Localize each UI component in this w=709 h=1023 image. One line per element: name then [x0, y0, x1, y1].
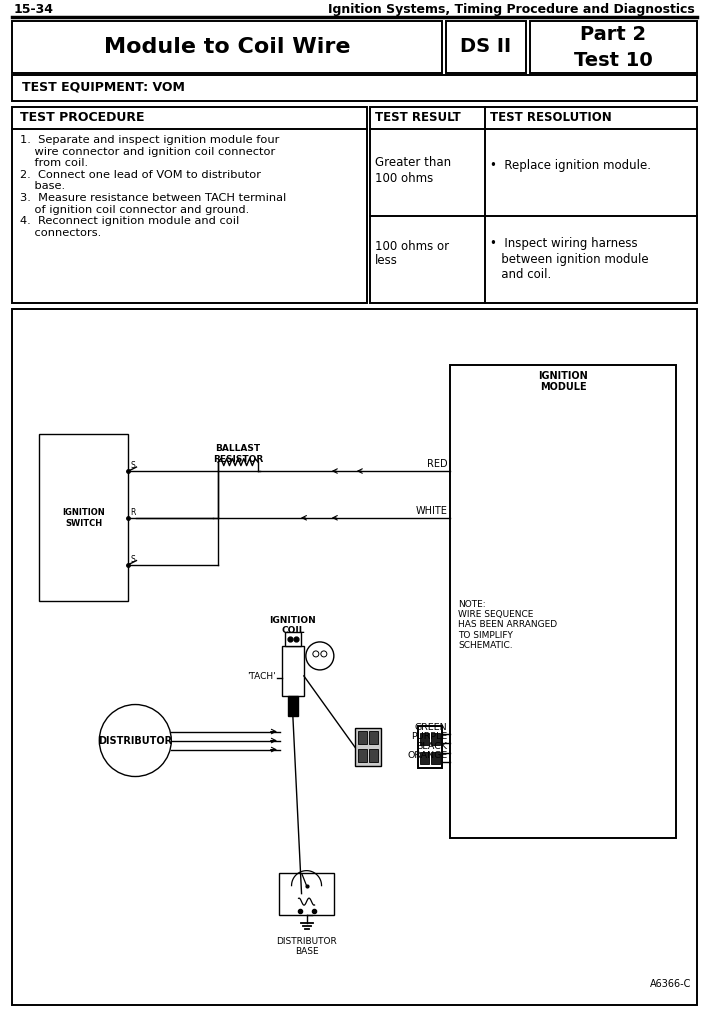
Bar: [279, 873, 334, 915]
Text: •  Inspect wiring harness
   between ignition module
   and coil.: • Inspect wiring harness between ignitio…: [490, 237, 649, 280]
Text: TEST RESULT: TEST RESULT: [375, 112, 461, 124]
Text: IGNITION
COIL: IGNITION COIL: [269, 616, 316, 635]
Circle shape: [306, 641, 334, 670]
Bar: [282, 646, 304, 696]
Text: PURPLE: PURPLE: [411, 732, 447, 742]
Bar: [420, 753, 429, 764]
Bar: [450, 364, 676, 838]
Circle shape: [99, 705, 172, 776]
Text: TEST RESOLUTION: TEST RESOLUTION: [490, 112, 612, 124]
Bar: [431, 753, 440, 764]
Text: 15-34: 15-34: [14, 3, 54, 16]
Text: ORANGE: ORANGE: [407, 751, 447, 760]
Bar: [40, 435, 128, 602]
Text: NOTE:
WIRE SEQUENCE
HAS BEEN ARRANGED
TO SIMPLIFY
SCHEMATIC.: NOTE: WIRE SEQUENCE HAS BEEN ARRANGED TO…: [459, 599, 557, 651]
Bar: [285, 632, 301, 646]
Bar: [12, 75, 697, 101]
Text: A6366-C: A6366-C: [649, 979, 691, 989]
Text: DS II: DS II: [460, 38, 512, 56]
Text: Greater than
100 ohms: Greater than 100 ohms: [375, 157, 451, 184]
Bar: [418, 726, 442, 768]
Text: GREEN: GREEN: [415, 723, 447, 732]
Text: Part 2: Part 2: [580, 25, 646, 44]
Text: 1.  Separate and inspect ignition module four
    wire connector and ignition co: 1. Separate and inspect ignition module …: [20, 135, 286, 237]
Bar: [358, 750, 367, 762]
Bar: [370, 107, 697, 303]
Bar: [358, 731, 367, 745]
Circle shape: [321, 651, 327, 657]
Bar: [369, 731, 378, 745]
Text: 'TACH': 'TACH': [247, 672, 276, 681]
Bar: [420, 733, 429, 746]
Text: 100 ohms or
less: 100 ohms or less: [375, 239, 449, 267]
Text: BLACK: BLACK: [416, 742, 447, 751]
Bar: [530, 21, 697, 73]
Text: R: R: [130, 507, 136, 517]
Text: •  Replace ignition module.: • Replace ignition module.: [490, 160, 651, 173]
Text: TEST PROCEDURE: TEST PROCEDURE: [20, 112, 145, 124]
Bar: [446, 21, 526, 73]
Text: DISTRIBUTOR
BASE: DISTRIBUTOR BASE: [277, 937, 337, 957]
Bar: [12, 21, 442, 73]
Circle shape: [313, 651, 319, 657]
Text: S: S: [130, 461, 135, 470]
Text: Test 10: Test 10: [574, 50, 652, 70]
Text: WHITE: WHITE: [415, 505, 447, 516]
Text: S: S: [130, 554, 135, 564]
Text: Module to Coil Wire: Module to Coil Wire: [104, 37, 350, 57]
Text: RED: RED: [427, 459, 447, 469]
Bar: [431, 733, 440, 746]
Text: IGNITION
MODULE: IGNITION MODULE: [539, 370, 588, 392]
Bar: [12, 309, 697, 1005]
Text: TEST EQUIPMENT: VOM: TEST EQUIPMENT: VOM: [22, 81, 185, 93]
Bar: [12, 107, 367, 303]
Text: DISTRIBUTOR: DISTRIBUTOR: [99, 736, 172, 746]
Text: Ignition Systems, Timing Procedure and Diagnostics: Ignition Systems, Timing Procedure and D…: [328, 3, 695, 16]
Bar: [369, 750, 378, 762]
Text: BALLAST
RESISTOR: BALLAST RESISTOR: [213, 444, 263, 463]
Text: IGNITION
SWITCH: IGNITION SWITCH: [62, 508, 106, 528]
Bar: [288, 696, 298, 716]
Bar: [355, 728, 381, 766]
